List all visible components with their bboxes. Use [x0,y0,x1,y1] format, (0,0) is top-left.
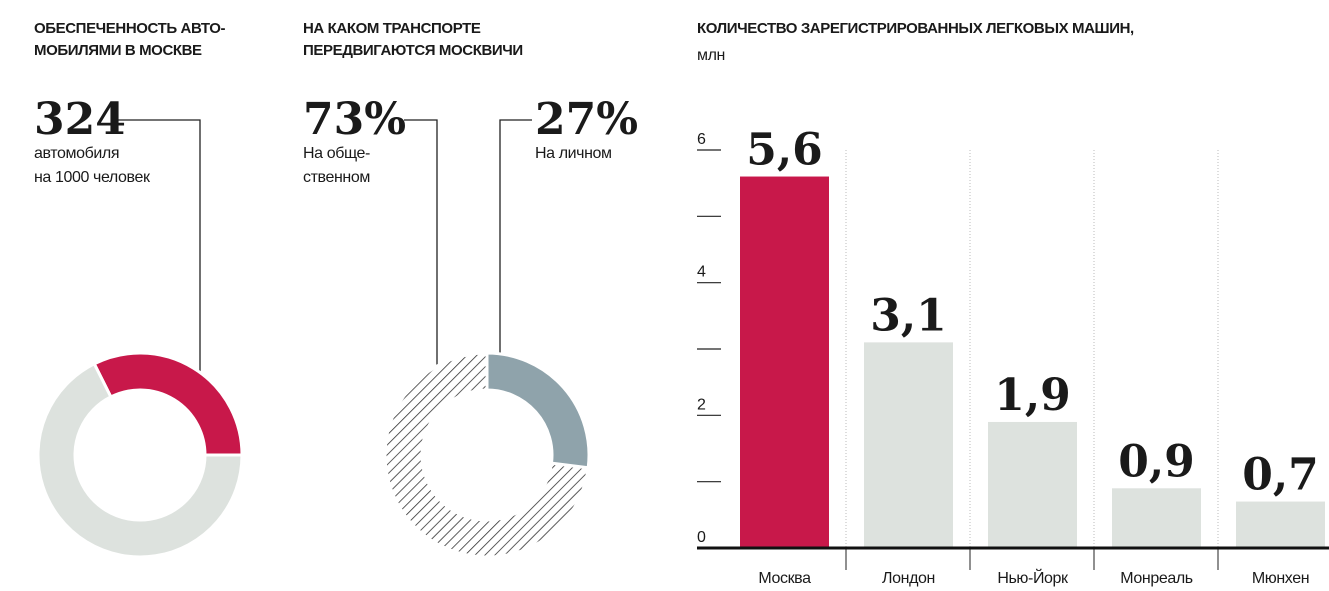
value-label: 27% [535,94,638,145]
leader-line [404,119,438,366]
value-label: 1,9 [994,370,1071,421]
caption: автомобиля [34,145,119,162]
x-tick-label: Лондон [882,570,935,587]
y-tick-label: 6 [697,131,706,148]
segment-label: ственном [303,169,370,186]
segment-label: На личном [535,145,612,162]
value-label: 73% [303,94,406,145]
x-tick-label: Мюнхен [1252,570,1309,587]
chart-title: МОБИЛЯМИ В МОСКВЕ [34,42,202,59]
value-label: 5,6 [746,125,823,176]
leader-line [499,119,532,356]
value-label: 0,9 [1118,436,1195,487]
chart-subtitle: млн [697,47,725,64]
chart-title: ПЕРЕДВИГАЮТСЯ МОСКВИЧИ [303,42,523,59]
pie-segment [36,361,244,559]
chart-title: ОБЕСПЕЧЕННОСТЬ АВТО- [34,20,225,37]
value-label: 0,7 [1242,450,1319,501]
value-label: 324 [34,94,126,145]
bar [1236,501,1325,548]
bar [1112,488,1201,548]
value-label: 3,1 [870,290,947,341]
leader-line [116,119,201,372]
chart-title: НА КАКОМ ТРАНСПОРТЕ [303,20,481,37]
bar [864,342,953,548]
y-tick-label: 4 [697,264,706,281]
x-tick-label: Нью-Йорк [997,568,1069,587]
pie-segment [485,351,591,470]
pie-segment [383,351,590,559]
bar [988,421,1077,548]
segment-label: На обще- [303,145,370,162]
y-tick-label: 2 [697,396,706,413]
x-tick-label: Монреаль [1120,570,1192,587]
caption: на 1000 человек [34,169,151,186]
bar [740,176,829,549]
chart-title: КОЛИЧЕСТВО ЗАРЕГИСТРИРОВАННЫХ ЛЕГКОВЫХ М… [697,20,1134,37]
y-tick-label: 0 [697,529,706,546]
pie-segment [92,351,244,457]
x-tick-label: Москва [758,570,811,587]
